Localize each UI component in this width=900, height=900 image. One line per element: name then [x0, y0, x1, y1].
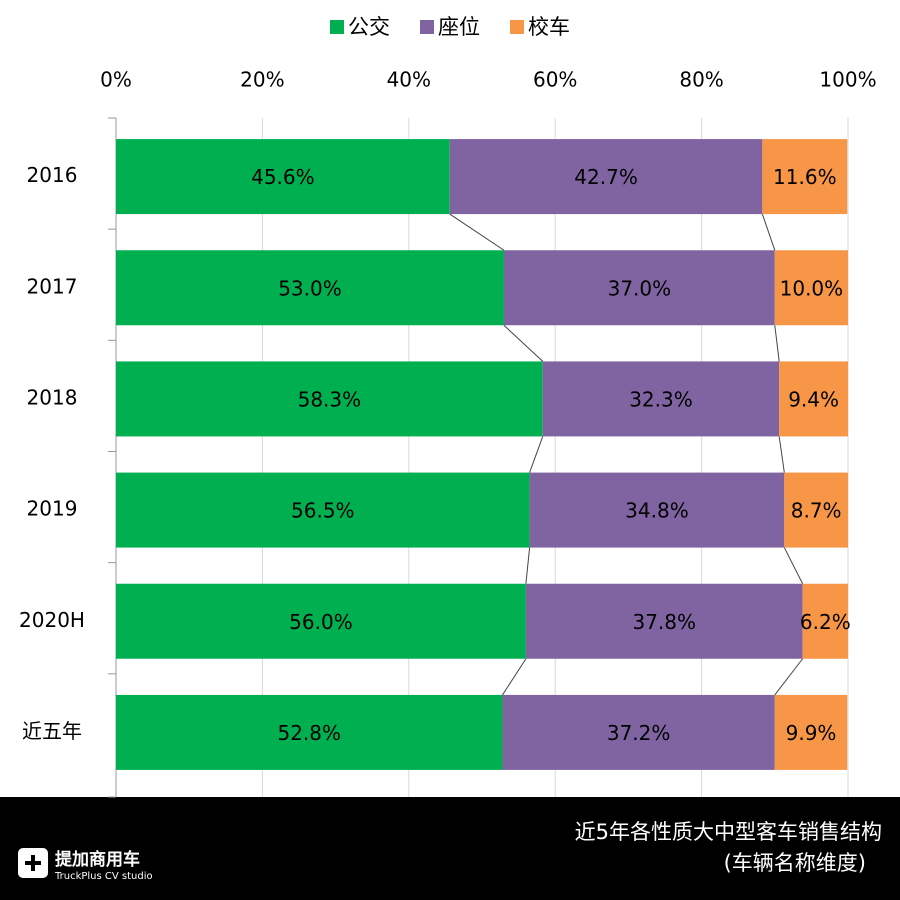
logo: 提加商用车 TruckPlus CV studio — [18, 848, 153, 882]
bar-segment — [449, 139, 763, 215]
series-line — [502, 658, 527, 696]
bar-segment — [116, 583, 526, 659]
data-label: 9.9% — [786, 721, 837, 745]
footer-subtitle: (车辆名称维度) — [724, 851, 866, 875]
bar-segment — [116, 361, 543, 437]
bar-segment — [542, 361, 780, 437]
data-label: 58.3% — [298, 387, 362, 411]
x-tick-label: 0% — [100, 68, 132, 92]
x-tick-label: 60% — [533, 68, 577, 92]
bar-segment — [784, 472, 848, 548]
y-tick-label: 2017 — [27, 274, 78, 298]
bar-segment — [774, 250, 848, 326]
data-label: 37.2% — [607, 721, 671, 745]
bar-segment — [525, 583, 803, 659]
bar-segment — [116, 472, 530, 548]
data-label: 53.0% — [278, 276, 342, 300]
data-label: 37.8% — [632, 610, 696, 634]
series-line — [778, 436, 785, 473]
bar-segment — [774, 694, 848, 770]
data-label: 6.2% — [800, 610, 851, 634]
legend-swatch — [330, 20, 344, 34]
series-line — [503, 324, 544, 362]
data-label: 56.0% — [289, 610, 353, 634]
data-label: 32.3% — [629, 387, 693, 411]
bar-segment — [779, 361, 848, 437]
bar-segment — [502, 694, 775, 770]
logo-text: 提加商用车 — [55, 849, 140, 870]
series-line — [761, 213, 776, 251]
x-tick-label: 100% — [819, 68, 876, 92]
x-tick-label: 40% — [387, 68, 431, 92]
x-tick-label: 80% — [679, 68, 723, 92]
series-line — [783, 547, 804, 584]
bar-segment — [116, 139, 450, 215]
data-label: 42.7% — [574, 165, 638, 189]
y-tick-label: 2016 — [27, 163, 78, 187]
legend-swatch — [510, 20, 524, 34]
y-tick-label: 2019 — [27, 497, 78, 521]
logo-subtext: TruckPlus CV studio — [54, 871, 153, 882]
bar-segment — [503, 250, 775, 326]
data-label: 9.4% — [788, 387, 839, 411]
legend-label: 座位 — [438, 15, 480, 39]
series-line — [774, 658, 804, 696]
bar-segment — [116, 694, 503, 770]
data-label: 56.5% — [291, 499, 355, 523]
data-label: 11.6% — [773, 165, 837, 189]
bar-segment — [529, 472, 785, 548]
y-tick-label: 2018 — [27, 385, 78, 409]
data-label: 52.8% — [277, 721, 341, 745]
footer-title: 近5年各性质大中型客车销售结构 — [575, 820, 882, 844]
data-label: 10.0% — [780, 276, 844, 300]
series-line — [525, 547, 531, 584]
x-tick-label: 20% — [240, 68, 284, 92]
y-tick-label: 2020H — [19, 608, 85, 632]
footer-band — [0, 797, 900, 900]
legend-swatch — [420, 20, 434, 34]
series-line — [774, 325, 780, 362]
bar-segment — [762, 139, 848, 215]
data-label: 45.6% — [251, 165, 315, 189]
bar-segment — [116, 250, 504, 326]
series-line — [449, 213, 505, 251]
legend: 公交 座位 校车 — [330, 15, 570, 39]
logo-glyph — [25, 855, 41, 871]
bar-segment — [802, 583, 848, 659]
data-label: 37.0% — [608, 276, 672, 300]
data-label: 34.8% — [625, 499, 689, 523]
y-tick-label: 近五年 — [22, 719, 82, 743]
legend-label: 公交 — [348, 15, 390, 39]
data-label: 8.7% — [791, 499, 842, 523]
series-line — [529, 436, 544, 473]
legend-label: 校车 — [528, 15, 570, 39]
